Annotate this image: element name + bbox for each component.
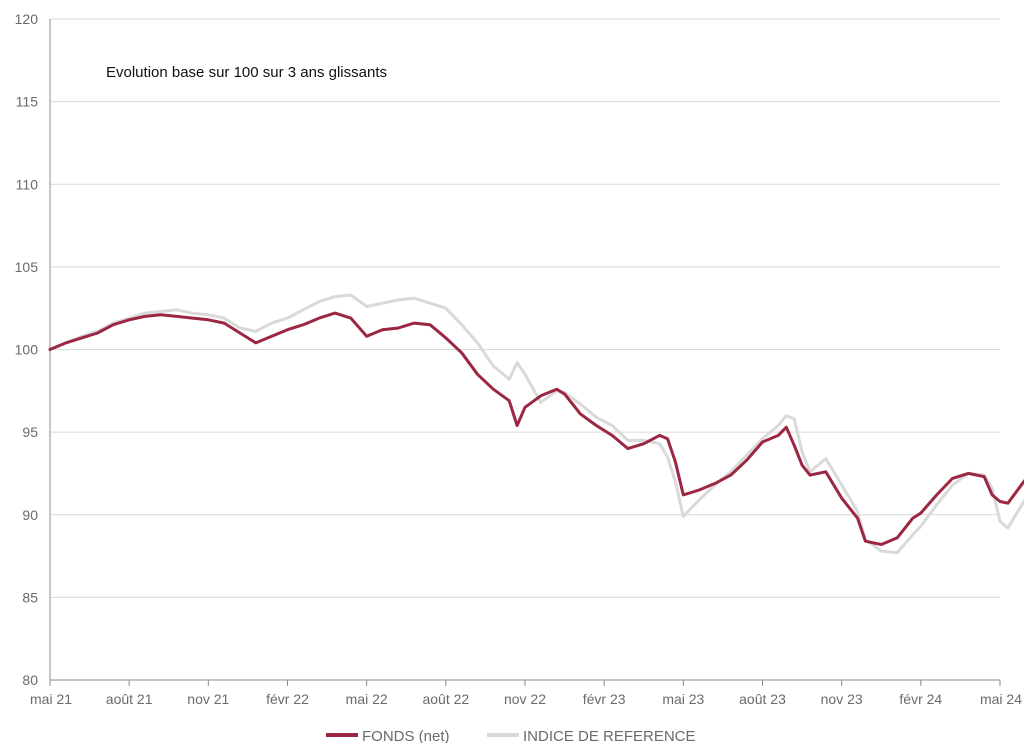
y-tick-label: 105: [15, 259, 39, 275]
axes: [49, 19, 1001, 686]
x-tick-label: mai 24: [980, 691, 1022, 707]
x-tick-label: nov 21: [187, 691, 229, 707]
tick-labels: 80 85 90 95 100 105 110 115 120 mai 21 août 21 nov …: [15, 11, 1023, 707]
y-tick-label: 115: [16, 94, 39, 110]
x-tick-label: août 21: [106, 691, 153, 707]
x-tick-label: nov 22: [504, 691, 546, 707]
x-tick-label: mai 21: [30, 691, 72, 707]
series-line-fonds-net: [48, 311, 1024, 546]
x-tick-label: févr 24: [899, 691, 942, 707]
x-tick-label: mai 23: [662, 691, 704, 707]
x-tick-label: nov 23: [821, 691, 863, 707]
gridlines: [50, 18, 1000, 598]
x-tick-label: août 23: [739, 691, 786, 707]
x-tick-label: mai 22: [346, 691, 388, 707]
y-tick-label: 100: [15, 342, 39, 358]
series-line-indice-de-reference: [48, 293, 1024, 555]
x-tick-label: févr 22: [266, 691, 309, 707]
y-tick-label: 85: [22, 589, 38, 605]
y-tick-label: 120: [15, 11, 39, 27]
y-tick-label: 110: [16, 176, 39, 192]
legend: FONDS (net) INDICE DE REFERENCE: [326, 728, 696, 743]
x-tick-label: août 22: [422, 691, 469, 707]
series-lines: [48, 293, 1024, 555]
chart-title: Evolution base sur 100 sur 3 ans glissan…: [106, 64, 387, 81]
y-tick-label: 95: [22, 424, 38, 440]
legend-label: FONDS (net): [362, 728, 450, 743]
y-tick-label: 80: [22, 672, 38, 688]
y-tick-label: 90: [22, 507, 38, 523]
x-tick-label: févr 23: [583, 691, 626, 707]
legend-label: INDICE DE REFERENCE: [523, 728, 696, 743]
